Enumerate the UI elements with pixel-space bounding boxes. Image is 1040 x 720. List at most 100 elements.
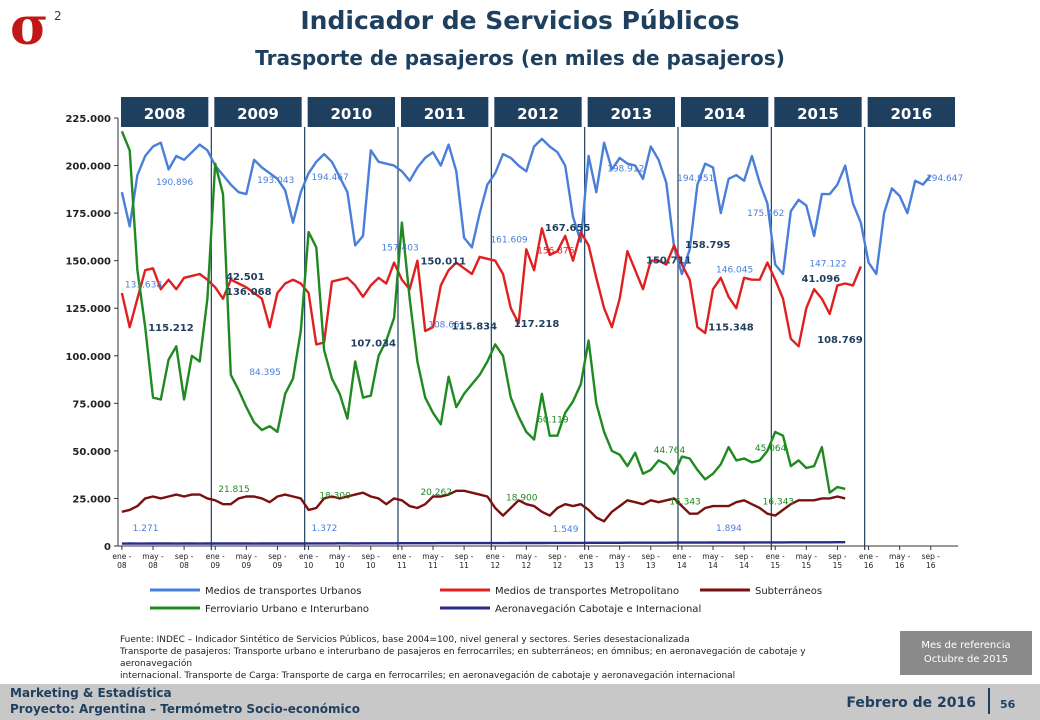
sigma-logo: σ 2: [8, 0, 78, 57]
year-box: [401, 97, 489, 127]
page-subtitle: Trasporte de pasajeros (en miles de pasa…: [255, 46, 785, 70]
legend-label: Aeronavegación Cabotaje e Internacional: [495, 603, 701, 615]
x-tick-label: may -: [516, 552, 538, 561]
x-tick-label: 15: [833, 561, 843, 570]
data-annotation: 18.300: [319, 492, 351, 502]
data-annotation: 150.711: [646, 255, 692, 266]
year-label: 2009: [237, 105, 279, 123]
reference-month-box: Mes de referencia Octubre de 2015: [900, 631, 1032, 675]
data-annotation: 20.262: [420, 488, 452, 498]
x-tick-label: 11: [397, 561, 407, 570]
data-annotation: 41.096: [802, 274, 841, 285]
x-tick-label: sep -: [922, 552, 941, 561]
data-annotation: 84.395: [249, 368, 280, 378]
data-annotation: 117.218: [514, 319, 560, 330]
data-annotation: 16.343: [763, 497, 795, 507]
series-line: [120, 137, 932, 276]
data-annotation: 21.815: [218, 485, 250, 495]
x-tick-label: 08: [179, 561, 189, 570]
x-tick-label: may -: [609, 552, 631, 561]
reference-label: Mes de referencia: [921, 640, 1011, 651]
x-tick-label: 09: [242, 561, 252, 570]
year-label: 2008: [144, 105, 186, 123]
year-box: [587, 97, 675, 127]
footer-left: Marketing & Estadística Proyecto: Argent…: [10, 685, 360, 717]
x-tick-label: 16: [926, 561, 936, 570]
x-tick-label: 08: [148, 561, 158, 570]
footer-project: Proyecto: Argentina – Termómetro Socio-e…: [10, 702, 361, 716]
data-annotation: 150.011: [420, 257, 466, 268]
x-tick-label: sep -: [642, 552, 661, 561]
legend-label: Subterráneos: [755, 585, 822, 597]
x-tick-label: 13: [646, 561, 656, 570]
y-tick-label: 100.000: [65, 352, 111, 363]
x-tick-label: 12: [553, 561, 563, 570]
data-annotation: 194.467: [312, 173, 349, 183]
data-annotation: 108.769: [817, 335, 863, 346]
data-annotation: 115.348: [708, 323, 754, 334]
data-annotation: 158.795: [685, 240, 731, 251]
x-tick-label: 11: [459, 561, 469, 570]
data-annotation: 198.912: [607, 165, 644, 175]
x-tick-label: sep -: [455, 552, 474, 561]
year-label: 2010: [330, 105, 372, 123]
y-tick-label: 200.000: [65, 162, 111, 173]
legend-label: Ferroviario Urbano e Interurbano: [205, 604, 369, 615]
x-tick-label: 08: [117, 561, 127, 570]
footnote: Fuente: INDEC – Indicador Sintético de S…: [120, 634, 880, 682]
x-tick-label: 13: [615, 561, 625, 570]
x-tick-label: may -: [702, 552, 724, 561]
footer-separator: [988, 688, 990, 714]
x-tick-label: 11: [428, 561, 438, 570]
x-tick-label: 14: [739, 561, 749, 570]
data-annotation: 1.894: [716, 524, 742, 534]
legend-label: Medios de transportes Urbanos: [205, 586, 361, 597]
year-box: [307, 97, 395, 127]
data-annotation: 194.647: [926, 174, 963, 184]
data-annotation: 107.034: [350, 338, 396, 349]
data-annotation: 1.271: [133, 524, 159, 534]
x-tick-label: ene -: [486, 552, 505, 561]
year-box: [774, 97, 862, 127]
data-annotation: 193.043: [257, 176, 294, 186]
year-label: 2012: [517, 105, 559, 123]
y-tick-label: 175.000: [65, 209, 111, 220]
x-tick-label: 16: [864, 561, 874, 570]
year-box: [121, 97, 209, 127]
data-annotation: 131.638: [125, 280, 162, 290]
data-annotation: 108.651: [428, 320, 465, 330]
x-tick-label: 15: [770, 561, 780, 570]
page-number: 56: [1000, 698, 1016, 711]
x-tick-label: sep -: [362, 552, 381, 561]
x-tick-label: 09: [273, 561, 283, 570]
x-tick-label: 15: [802, 561, 812, 570]
x-tick-label: may -: [796, 552, 818, 561]
footer-date: Febrero de 2016: [846, 695, 976, 711]
x-tick-label: may -: [142, 552, 164, 561]
x-tick-label: 10: [366, 561, 376, 570]
data-annotation: 136.068: [226, 287, 272, 298]
y-tick-label: 125.000: [65, 304, 111, 315]
x-tick-label: 14: [708, 561, 718, 570]
data-annotation: 115.212: [148, 323, 194, 334]
data-annotation: 167.655: [545, 223, 591, 234]
x-tick-label: sep -: [735, 552, 754, 561]
data-annotation: 60.119: [537, 416, 569, 426]
x-tick-label: ene -: [766, 552, 785, 561]
footnote-line: internacional. Transporte de Carga: Tran…: [120, 671, 736, 681]
footer-org: Marketing & Estadística: [10, 686, 172, 700]
x-tick-label: 14: [677, 561, 687, 570]
x-tick-label: 09: [210, 561, 220, 570]
x-tick-label: 10: [335, 561, 345, 570]
series-line: [120, 227, 862, 348]
x-tick-label: 12: [522, 561, 532, 570]
data-annotation: 156.876: [537, 246, 574, 256]
data-annotation: 18.900: [506, 494, 538, 504]
year-box: [867, 97, 955, 127]
footnote-line: Fuente: INDEC – Indicador Sintético de S…: [120, 635, 690, 645]
y-tick-label: 225.000: [65, 114, 111, 125]
data-annotation: 115.834: [452, 321, 498, 332]
data-annotation: 157.403: [382, 244, 419, 254]
logo-sigma-glyph: σ: [10, 4, 48, 50]
data-annotation: 42.501: [226, 272, 265, 283]
